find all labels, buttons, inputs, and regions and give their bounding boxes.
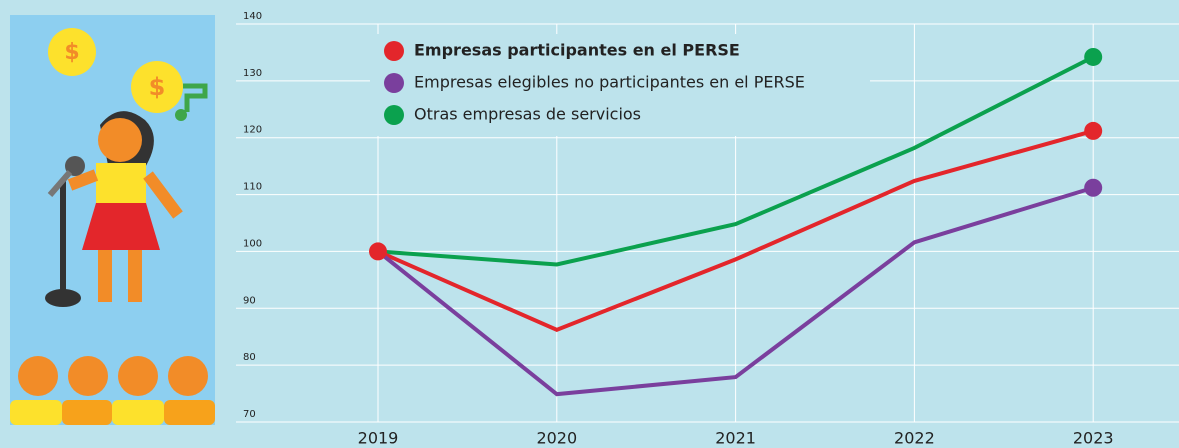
end-point: [1084, 179, 1102, 197]
end-point: [1084, 48, 1102, 66]
svg-text:$: $: [64, 40, 79, 65]
y-tick-label: 100: [243, 238, 262, 249]
legend-label: Otras empresas de servicios: [414, 105, 641, 124]
legend-marker: [384, 41, 404, 61]
y-tick-label: 110: [243, 182, 262, 193]
y-tick-label: 90: [243, 295, 256, 306]
x-tick-label: 2019: [358, 429, 399, 448]
legend-label: Empresas elegibles no participantes en e…: [414, 73, 805, 92]
x-tick-label: 2023: [1073, 429, 1114, 448]
end-point: [1084, 122, 1102, 140]
y-tick-label: 70: [243, 409, 256, 420]
illustration: $ $: [10, 15, 215, 425]
y-tick-label: 120: [243, 125, 262, 136]
legend-marker: [384, 73, 404, 93]
x-tick-label: 2022: [894, 429, 935, 448]
y-tick-label: 130: [243, 68, 262, 79]
y-tick-label: 140: [243, 11, 262, 22]
legend-marker: [384, 105, 404, 125]
x-tick-label: 2020: [536, 429, 577, 448]
y-tick-label: 80: [243, 352, 256, 363]
chart: $ $ 70 80 90 100 110 120 130 140 2019 2020 2021 202…: [0, 0, 1179, 448]
x-tick-label: 2021: [715, 429, 756, 448]
svg-text:$: $: [149, 73, 166, 101]
start-point: [369, 242, 387, 260]
legend-label: Empresas participantes en el PERSE: [414, 41, 740, 60]
